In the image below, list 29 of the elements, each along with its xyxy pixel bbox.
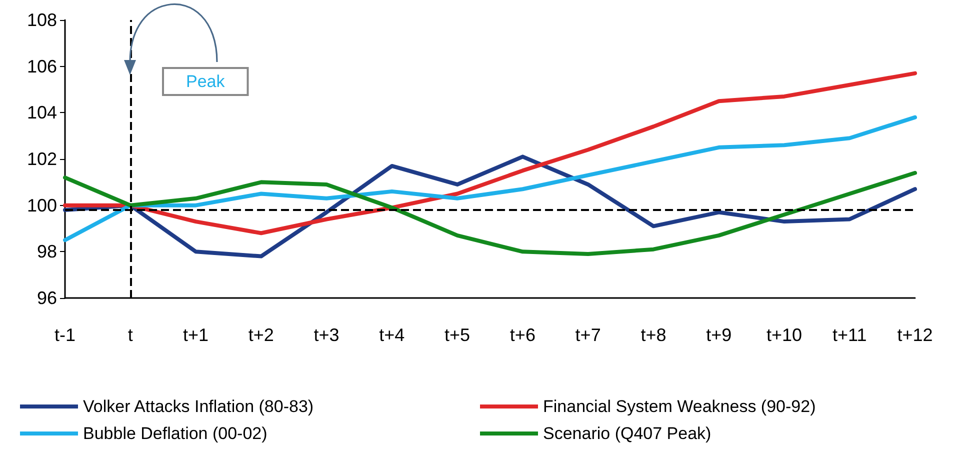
y-tick-label: 102 (26, 149, 57, 169)
x-tick-label: t (128, 325, 133, 345)
legend-label: Bubble Deflation (00-02) (83, 424, 268, 443)
legend-label: Scenario (Q407 Peak) (543, 424, 712, 443)
y-tick-label: 104 (26, 102, 57, 123)
legend-label: Financial System Weakness (90-92) (543, 397, 816, 416)
x-tick-label: t+2 (248, 325, 274, 345)
y-tick-label: 106 (26, 56, 57, 76)
x-tick-label: t+12 (897, 325, 933, 345)
y-tick-label: 108 (26, 10, 57, 30)
line-series (63, 115, 917, 242)
y-tick-label: 98 (36, 242, 57, 262)
legend-label: Volker Attacks Inflation (80-83) (83, 397, 314, 416)
ref-line-label: Peak (186, 72, 226, 91)
y-tick-label: 100 (26, 195, 57, 216)
line-series (63, 170, 917, 256)
x-tick-label: t+7 (575, 325, 601, 345)
x-tick-label: t+6 (510, 325, 536, 345)
x-tick-label: t-1 (54, 325, 76, 345)
x-tick-label: t+11 (832, 325, 867, 345)
x-tick-label: t+5 (444, 325, 470, 345)
y-tick-label: 96 (36, 288, 57, 308)
x-tick-label: t+3 (314, 325, 340, 345)
x-tick-label: t+8 (640, 325, 666, 345)
x-tick-label: t+4 (379, 325, 405, 345)
x-tick-label: t+1 (183, 325, 209, 345)
x-tick-label: t+10 (766, 325, 802, 345)
x-tick-label: t+9 (706, 325, 732, 345)
line-series (63, 71, 917, 236)
